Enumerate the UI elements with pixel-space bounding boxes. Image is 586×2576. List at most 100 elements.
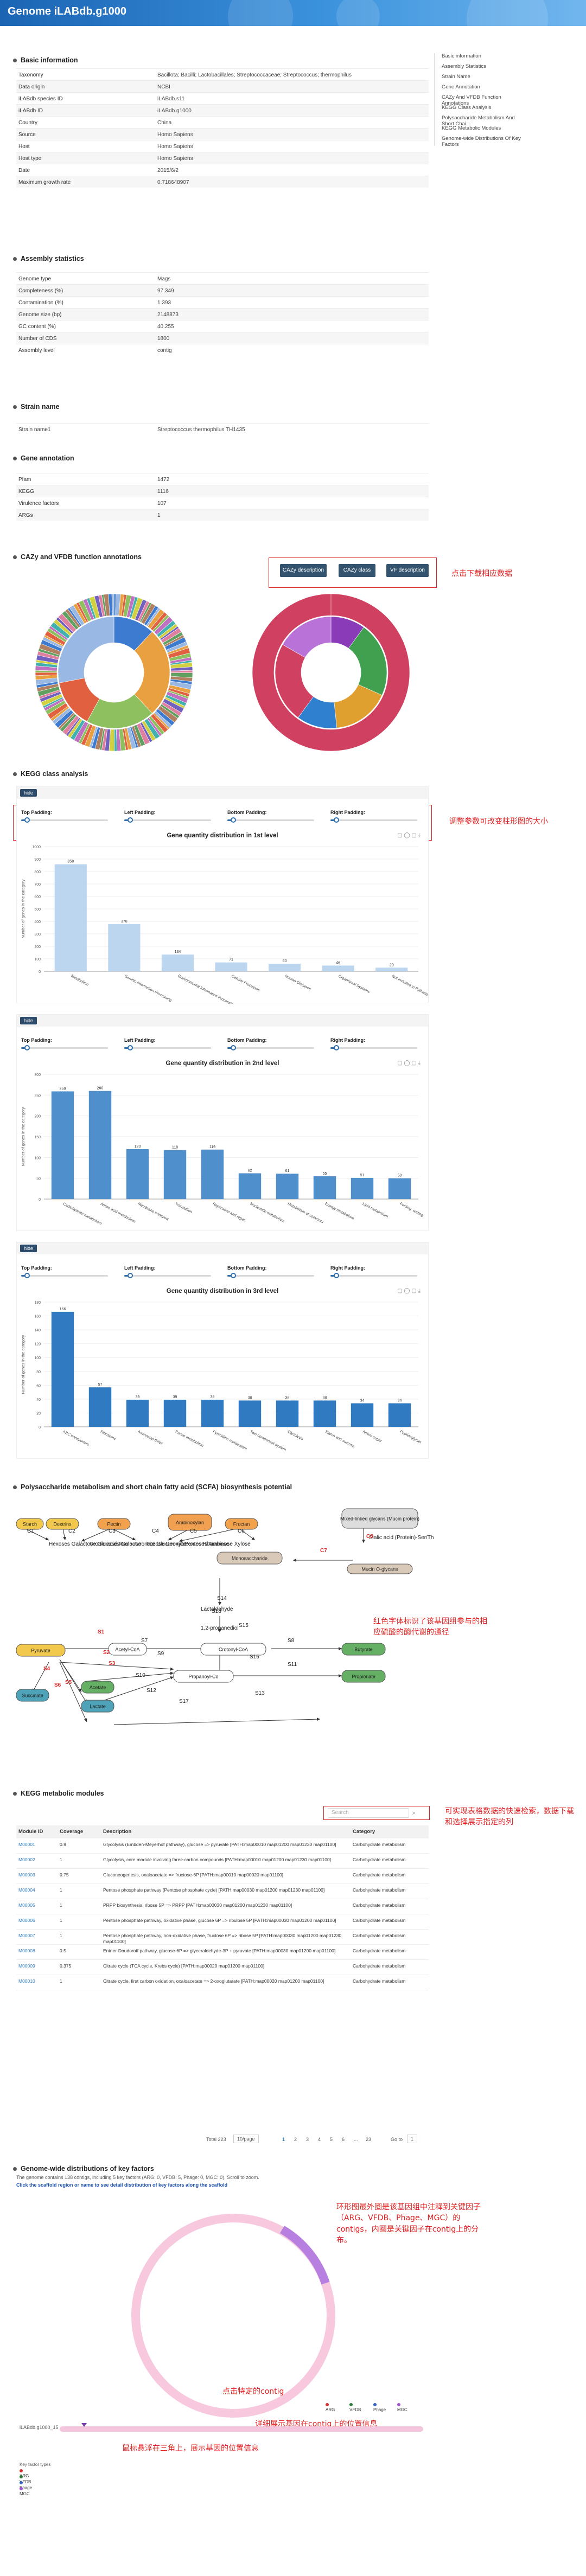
page-button[interactable]: 1 — [282, 2137, 285, 2142]
toc-item[interactable]: Basic information — [434, 53, 526, 63]
padding-slider-handle[interactable] — [334, 817, 339, 823]
bar[interactable] — [201, 1149, 224, 1199]
padding-slider-handle[interactable] — [24, 1273, 30, 1278]
toc-item[interactable]: Polysaccharide Metabolism And Short Chai… — [434, 115, 526, 127]
sunburst-segment[interactable] — [170, 670, 193, 673]
toc-item[interactable]: CAZy And VFDB Function Annotations — [434, 94, 526, 106]
cazy-sunburst[interactable] — [35, 593, 193, 752]
legend-item[interactable]: VFDB — [349, 2402, 361, 2412]
legend-item[interactable]: MGC — [397, 2402, 407, 2412]
legend-item[interactable]: VFDB — [20, 2475, 31, 2484]
cell-id[interactable]: M00007 — [18, 1933, 35, 1938]
bar[interactable] — [351, 1177, 374, 1199]
pathway-node-arabinoxylan[interactable]: Arabinoxylan — [176, 1520, 204, 1526]
bar[interactable] — [375, 967, 408, 971]
legend-item[interactable]: ARG — [20, 2469, 29, 2478]
hide-button[interactable]: hide — [20, 1245, 37, 1252]
padding-slider-track[interactable] — [124, 1047, 211, 1049]
toc-item[interactable]: Strain Name — [434, 74, 526, 84]
pagination-goto-input[interactable]: 1 — [407, 2135, 418, 2143]
bar[interactable] — [51, 1091, 74, 1199]
pathway-node-dextrins[interactable]: Dextrins — [53, 1522, 72, 1527]
padding-slider-track[interactable] — [124, 1275, 211, 1277]
legend-item[interactable]: ARG — [326, 2402, 335, 2412]
padding-slider-track[interactable] — [227, 1047, 314, 1049]
search-input[interactable]: Search — [328, 1808, 409, 1818]
sunburst-segment[interactable] — [58, 616, 114, 683]
hide-button[interactable]: hide — [20, 789, 37, 797]
sunburst-segment[interactable] — [134, 631, 170, 714]
column-header[interactable]: Coverage — [60, 1829, 84, 1835]
padding-slider-handle[interactable] — [24, 1045, 30, 1050]
chart-toolbox-icon[interactable]: ▢ ◯ ▢ ⤓ — [397, 832, 421, 838]
bar[interactable] — [215, 962, 247, 971]
bar[interactable] — [322, 965, 354, 971]
cazy-class-button[interactable]: CAZy class — [339, 564, 375, 577]
pathway-node-acetyl[interactable]: Acetyl-CoA — [115, 1647, 139, 1652]
pathway-node-propanoyl[interactable]: Propanoyl-Co — [188, 1674, 218, 1680]
toc-item[interactable]: KEGG Class Analysis — [434, 105, 526, 115]
legend-item[interactable]: Phage — [373, 2402, 386, 2412]
bar[interactable] — [88, 1387, 112, 1427]
search-icon[interactable]: ⌕ — [412, 1810, 416, 1816]
bar[interactable] — [238, 1173, 262, 1199]
legend-item[interactable]: Phage — [20, 2481, 32, 2490]
bar[interactable] — [163, 1400, 187, 1427]
page-button[interactable]: 6 — [342, 2137, 345, 2142]
page-size-select[interactable]: 10/page — [233, 2135, 259, 2143]
vfdb-arc[interactable] — [279, 2226, 330, 2285]
padding-slider-handle[interactable] — [231, 817, 236, 823]
pathway-node-lactate[interactable]: Lactate — [90, 1704, 106, 1709]
padding-slider-handle[interactable] — [334, 1273, 339, 1278]
bar[interactable] — [238, 1400, 262, 1427]
bar[interactable] — [126, 1149, 149, 1199]
padding-slider-track[interactable] — [330, 819, 417, 821]
bar[interactable] — [88, 1091, 112, 1199]
sunburst-segment[interactable] — [282, 616, 332, 658]
bar[interactable] — [351, 1403, 374, 1427]
cell-id[interactable]: M00008 — [18, 1948, 35, 1953]
padding-slider-handle[interactable] — [334, 1045, 339, 1050]
column-header[interactable]: Description — [103, 1829, 132, 1835]
bar[interactable] — [388, 1403, 411, 1427]
padding-slider-handle[interactable] — [128, 817, 133, 823]
bar[interactable] — [276, 1174, 299, 1199]
pathway-node-pyruvate[interactable]: Pyruvate — [31, 1648, 50, 1654]
cell-id[interactable]: M00006 — [18, 1918, 35, 1923]
padding-slider-handle[interactable] — [24, 817, 30, 823]
vfdb-sunburst[interactable] — [252, 594, 410, 751]
bar[interactable] — [388, 1178, 411, 1199]
page-button[interactable]: 2 — [294, 2137, 297, 2142]
padding-slider-track[interactable] — [21, 819, 108, 821]
cell-id[interactable]: M00009 — [18, 1963, 35, 1969]
column-header[interactable]: Category — [353, 1829, 375, 1835]
cell-id[interactable]: M00004 — [18, 1887, 35, 1893]
page-button[interactable]: 23 — [366, 2137, 372, 2142]
bar[interactable] — [313, 1176, 336, 1199]
contig-track[interactable] — [60, 2426, 423, 2432]
chart-toolbox-icon[interactable]: ▢ ◯ ▢ ⤓ — [397, 1288, 421, 1294]
cell-id[interactable]: M00005 — [18, 1902, 35, 1908]
padding-slider-handle[interactable] — [231, 1045, 236, 1050]
pathway-node-pectin[interactable]: Pectin — [107, 1522, 120, 1527]
vf-description-button[interactable]: VF description — [386, 564, 429, 577]
toc-item[interactable]: Gene Annotation — [434, 84, 526, 94]
bar[interactable] — [276, 1400, 299, 1427]
gene-triangle-icon[interactable] — [81, 2423, 87, 2427]
cell-id[interactable]: M00002 — [18, 1857, 35, 1862]
column-header[interactable]: Module ID — [18, 1829, 43, 1835]
pathway-node-mono[interactable]: Monosaccharide — [232, 1556, 267, 1561]
cell-id[interactable]: M00003 — [18, 1872, 35, 1877]
pathway-node-succinate[interactable]: Succinate — [22, 1693, 43, 1699]
padding-slider-track[interactable] — [21, 1047, 108, 1049]
pathway-node-mucin_glycans[interactable]: Mucin O-glycans — [361, 1567, 398, 1572]
page-button[interactable]: 3 — [306, 2137, 309, 2142]
bar[interactable] — [163, 1150, 187, 1199]
bar[interactable] — [108, 924, 141, 971]
padding-slider-track[interactable] — [21, 1275, 108, 1277]
contig-label[interactable]: iLABdb.g1000_15 — [20, 2425, 59, 2430]
padding-slider-handle[interactable] — [128, 1273, 133, 1278]
pathway-node-acetate[interactable]: Acetate — [90, 1685, 106, 1690]
bar[interactable] — [126, 1400, 149, 1427]
padding-slider-track[interactable] — [227, 1275, 314, 1277]
